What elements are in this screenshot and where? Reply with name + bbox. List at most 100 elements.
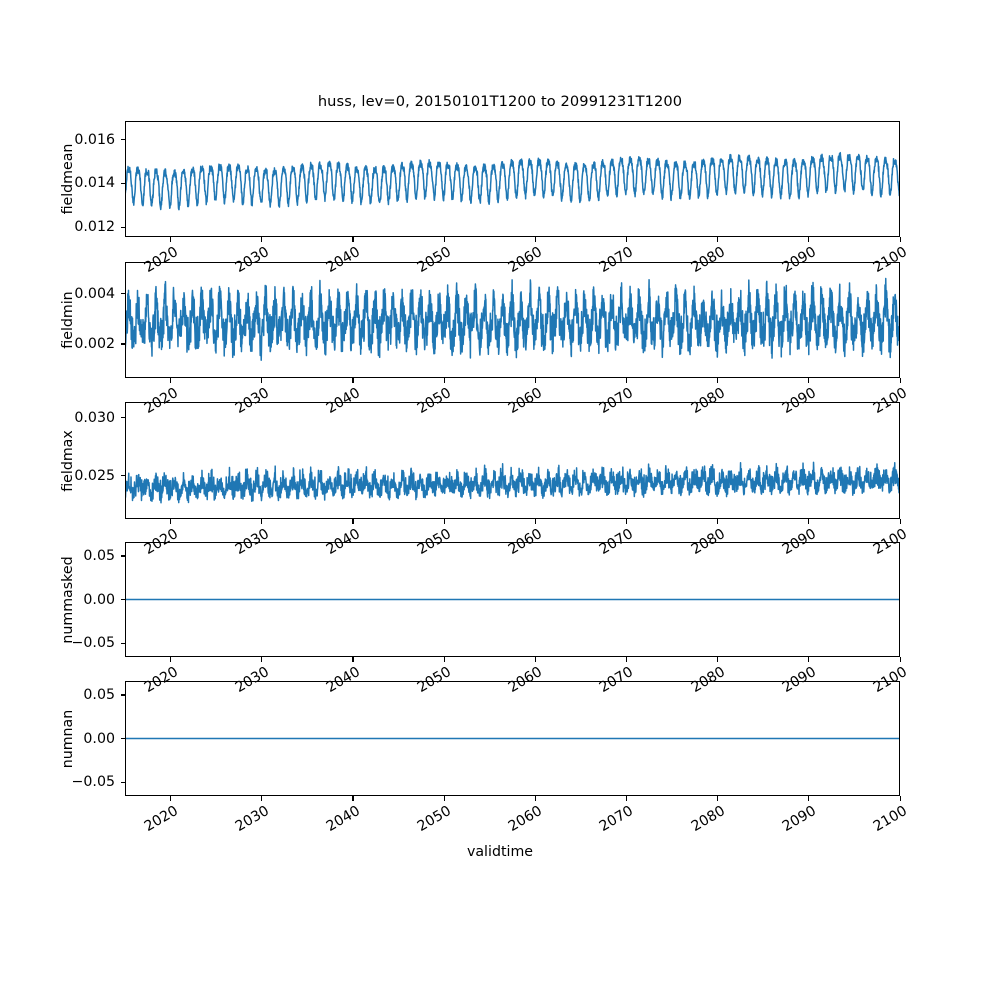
x-tick-label: 2080	[688, 803, 728, 835]
y-axis-label-nummasked: nummasked	[60, 555, 76, 644]
y-tick-label-fieldmax: 0.030	[74, 409, 115, 426]
y-tick-label-fieldmin: 0.004	[74, 285, 115, 302]
y-tick-mark	[120, 781, 125, 783]
y-tick-label-fieldmean: 0.012	[74, 219, 115, 236]
x-tick-mark	[352, 657, 354, 662]
x-tick-label: 2050	[414, 803, 455, 835]
y-tick-mark	[120, 226, 125, 228]
y-axis-label-fieldmin: fieldmin	[60, 291, 76, 349]
x-tick-mark	[808, 237, 810, 242]
series-fieldmin	[125, 277, 900, 362]
x-tick-mark	[899, 378, 901, 383]
x-tick-mark	[625, 657, 628, 662]
x-tick-mark	[717, 378, 719, 383]
y-tick-mark	[120, 642, 125, 644]
subplot-fieldmean	[125, 121, 900, 237]
y-tick-label-fieldmean: 0.014	[74, 175, 115, 192]
x-tick-label: 2040	[323, 803, 363, 835]
x-tick-mark	[808, 378, 810, 383]
x-tick-label: 2020	[141, 803, 181, 835]
y-tick-label-numnan: −0.05	[71, 774, 115, 791]
x-tick-mark	[717, 519, 719, 524]
x-tick-mark	[625, 378, 628, 383]
x-tick-mark	[625, 796, 628, 801]
x-tick-mark	[261, 519, 263, 524]
x-tick-mark	[352, 519, 354, 524]
x-tick-mark	[352, 796, 354, 801]
y-tick-mark	[120, 182, 125, 184]
y-tick-mark	[120, 139, 125, 141]
x-tick-mark	[808, 519, 810, 524]
x-tick-mark	[534, 519, 536, 524]
plot-area-fieldmin	[125, 277, 900, 362]
plot-area-fieldmax	[125, 461, 900, 504]
y-tick-label-numnan: 0.00	[83, 730, 115, 747]
x-tick-mark	[170, 237, 172, 242]
y-tick-mark	[120, 417, 125, 419]
x-tick-mark	[717, 796, 719, 801]
y-axis-label-numnan: numnan	[60, 709, 76, 768]
subplot-fieldmax	[125, 402, 900, 519]
y-tick-mark	[120, 475, 125, 477]
plot-area-numnan	[125, 737, 900, 740]
x-tick-mark	[534, 378, 536, 383]
x-tick-mark	[170, 378, 172, 383]
x-tick-label: 2090	[779, 803, 819, 835]
series-fieldmax	[125, 461, 900, 504]
x-tick-mark	[352, 378, 354, 383]
x-tick-mark	[808, 796, 810, 801]
x-tick-mark	[261, 378, 263, 383]
x-tick-mark	[170, 519, 172, 524]
x-tick-mark	[625, 237, 628, 242]
y-tick-label-fieldmax: 0.025	[74, 467, 115, 484]
x-tick-mark	[717, 657, 719, 662]
y-tick-label-numnan: 0.05	[83, 686, 115, 703]
x-tick-label: 2070	[597, 803, 637, 835]
x-tick-label: 2060	[506, 803, 546, 835]
x-tick-mark	[534, 796, 536, 801]
y-tick-mark	[120, 599, 125, 601]
x-tick-mark	[899, 657, 901, 662]
x-tick-mark	[717, 237, 719, 242]
x-tick-mark	[261, 237, 263, 242]
subplot-fieldmin	[125, 262, 900, 378]
y-axis-label-fieldmean: fieldmean	[60, 143, 76, 215]
chart-title: huss, lev=0, 20150101T1200 to 20991231T1…	[317, 93, 683, 110]
x-tick-mark	[170, 796, 172, 801]
plot-area-nummasked	[125, 598, 900, 601]
x-tick-mark	[534, 237, 536, 242]
y-tick-label-nummasked: −0.05	[71, 635, 115, 652]
x-tick-mark	[899, 519, 901, 524]
x-tick-mark	[443, 237, 445, 242]
x-tick-label: 2030	[232, 803, 272, 835]
y-tick-label-fieldmin: 0.002	[74, 335, 115, 352]
y-tick-mark	[120, 555, 125, 557]
y-tick-label-nummasked: 0.00	[83, 591, 115, 608]
x-tick-mark	[808, 657, 810, 662]
y-tick-label-nummasked: 0.05	[83, 547, 115, 564]
x-tick-mark	[170, 657, 172, 662]
y-tick-mark	[120, 293, 125, 295]
y-tick-mark	[120, 343, 125, 345]
subplot-numnan	[125, 681, 900, 796]
series-fieldmean	[125, 151, 900, 211]
x-tick-mark	[261, 657, 263, 662]
x-tick-mark	[625, 519, 628, 524]
x-tick-mark	[899, 796, 901, 801]
y-tick-mark	[120, 694, 125, 696]
x-tick-mark	[443, 657, 445, 662]
x-tick-label: 2100	[870, 803, 910, 835]
x-tick-mark	[443, 519, 445, 524]
x-tick-mark	[534, 657, 536, 662]
y-tick-label-fieldmean: 0.016	[74, 131, 115, 148]
x-tick-mark	[443, 796, 445, 801]
x-tick-mark	[443, 378, 445, 383]
x-axis-label: validtime	[466, 844, 534, 860]
x-tick-mark	[352, 237, 354, 242]
x-tick-mark	[899, 237, 901, 242]
x-tick-mark	[261, 796, 263, 801]
plot-area-fieldmean	[125, 151, 900, 211]
y-axis-label-fieldmax: fieldmax	[60, 429, 76, 492]
y-tick-mark	[120, 738, 125, 740]
